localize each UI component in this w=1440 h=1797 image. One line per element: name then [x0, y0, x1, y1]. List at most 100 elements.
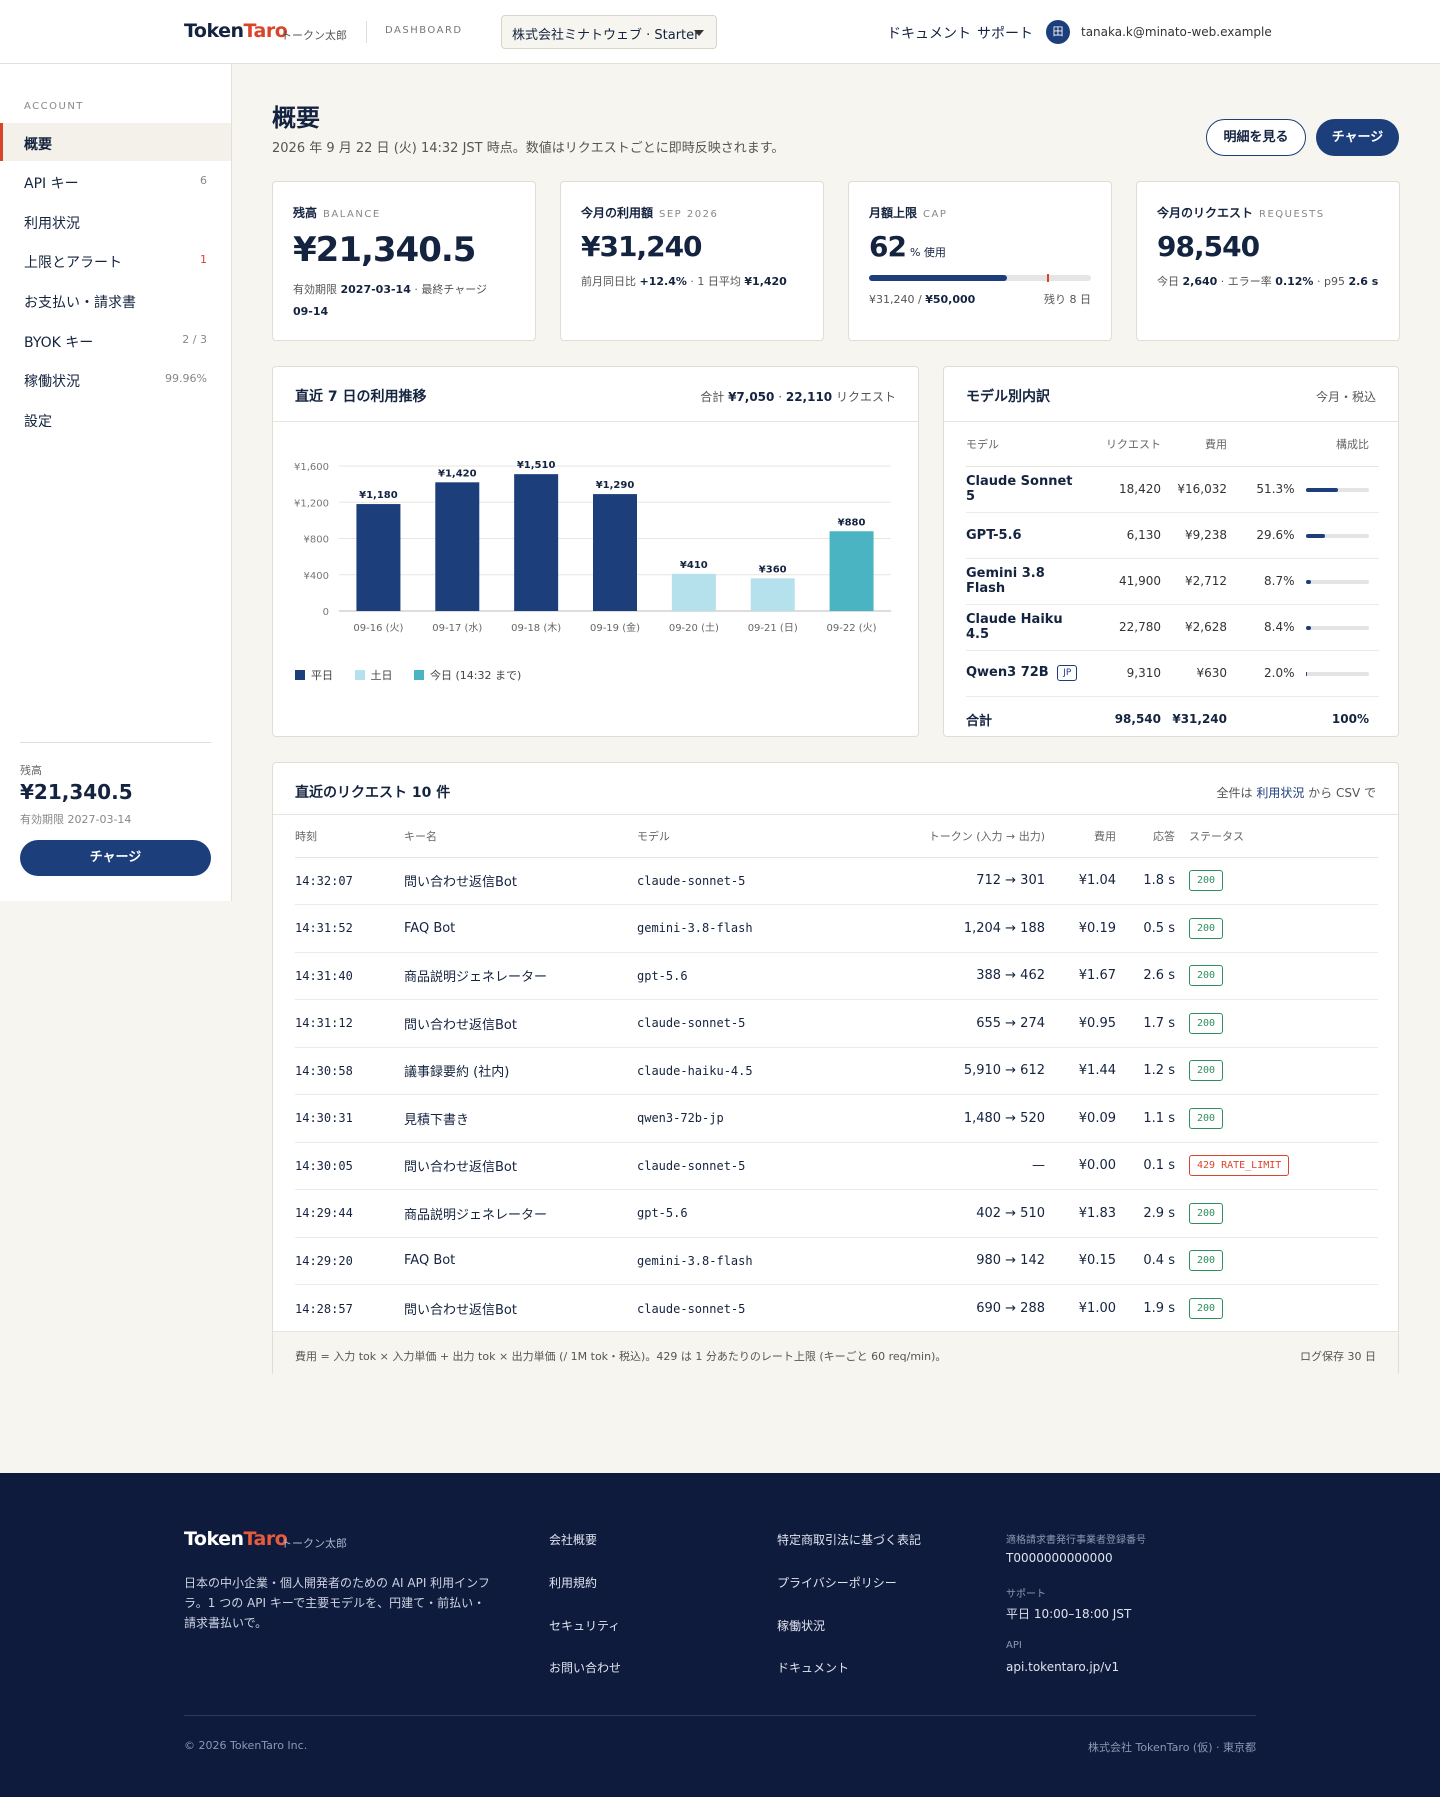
sidebar-item-billing[interactable]: お支払い・請求書 — [0, 281, 231, 319]
table-row[interactable]: 14:30:31 見積下書き qwen3-72b-jp 1,480 → 520 ¥0.0… — [295, 1094, 1378, 1143]
sidebar-item-status[interactable]: 稼働状況 99.96% — [0, 360, 231, 398]
table-row[interactable]: 14:31:40 商品説明ジェネレーター gpt-5.6 388 → 462 ¥1.67… — [295, 952, 1378, 1000]
request-latency: 1.8 s — [1116, 857, 1175, 905]
balance-value: ¥21,340.5 — [293, 230, 476, 270]
api-endpoint: api.tokentaro.jp/v1 — [1006, 1660, 1120, 1674]
table-row[interactable]: 14:31:12 問い合わせ返信Bot claude-sonnet-5 655 → 2… — [295, 999, 1378, 1048]
x-tick-label: 09-18 (木) — [511, 622, 561, 634]
model-requests: 18,420 — [1086, 466, 1161, 513]
top-header: TokenTaro トークン太郎 DASHBOARD 株式会社ミナトウェブ · … — [0, 0, 1440, 64]
x-tick-label: 09-22 (火) — [827, 622, 877, 634]
request-key: 商品説明ジェネレーター — [404, 1189, 637, 1238]
footer-link-privacy[interactable]: プライバシーポリシー — [777, 1576, 897, 1590]
table-row[interactable]: 14:30:58 議事録要約 (社内) claude-haiku-4.5 5,910 … — [295, 1047, 1378, 1095]
support-link[interactable]: サポート — [977, 26, 1033, 42]
usage-trend-title: 直近 7 日の利用推移 — [295, 389, 427, 405]
request-model: gpt-5.6 — [637, 1189, 887, 1238]
status-badge: 429 RATE_LIMIT — [1189, 1155, 1290, 1177]
status-badge: 200 — [1189, 1060, 1224, 1082]
bar-value-label: ¥410 — [680, 560, 708, 571]
request-key: 商品説明ジェネレーター — [404, 952, 637, 1000]
sidebar-charge-button[interactable]: チャージ — [20, 840, 211, 876]
header-divider — [366, 21, 367, 43]
sidebar-item-count: 2 / 3 — [182, 333, 207, 346]
request-tokens: 1,480 → 520 — [887, 1094, 1045, 1143]
table-row[interactable]: 14:32:07 問い合わせ返信Bot claude-sonnet-5 712 → 3… — [295, 857, 1378, 905]
monthly-usage-value: ¥31,240 — [581, 230, 703, 263]
request-cost: ¥1.67 — [1045, 952, 1116, 1000]
table-row[interactable]: 14:30:05 問い合わせ返信Bot claude-sonnet-5— ¥0.00 0… — [295, 1142, 1378, 1190]
monthly-usage-label: 今月の利用額 SEP 2026 — [581, 206, 719, 220]
footer-link-docs[interactable]: ドキュメント — [777, 1661, 850, 1675]
request-cost: ¥0.95 — [1045, 999, 1116, 1048]
model-name: Qwen3 72B JP — [966, 650, 1086, 697]
bar — [356, 504, 401, 611]
table-row[interactable]: Qwen3 72B JP 9,310 ¥630 2.0% — [966, 650, 1379, 697]
cap-progress-fill — [869, 275, 1007, 281]
sidebar-item-api-keys[interactable]: API キー 6 — [0, 162, 231, 200]
footer-link-company[interactable]: 会社概要 — [549, 1533, 598, 1547]
footer-link-security[interactable]: セキュリティ — [549, 1619, 621, 1633]
sidebar-item-byok[interactable]: BYOK キー 2 / 3 — [0, 321, 231, 359]
share-bar — [1306, 671, 1369, 676]
request-model: claude-sonnet-5 — [637, 1301, 746, 1316]
bar-value-label: ¥360 — [759, 564, 787, 575]
requests-card: 今月のリクエスト REQUESTS 98,540 今日 2,640 · エラー率 … — [1136, 181, 1400, 341]
request-model: gpt-5.6 — [637, 952, 887, 1000]
model-breakdown-title: モデル別内訳 — [966, 389, 1050, 405]
request-tokens: 690 → 288 — [976, 1301, 1045, 1316]
bar — [593, 494, 637, 611]
request-key: 見積下書き — [404, 1094, 637, 1143]
request-time: 14:30:31 — [295, 1094, 404, 1143]
requests-card-label: 今月のリクエスト REQUESTS — [1157, 206, 1325, 220]
balance-note: 有効期限 2027-03-14 · 最終チャージ 09-14 — [293, 283, 488, 318]
table-row[interactable]: 14:29:44 商品説明ジェネレーター gpt-5.6 402 → 510 ¥1.83… — [295, 1189, 1378, 1238]
model-breakdown-header: モデル別内訳 今月・税込 — [944, 367, 1398, 422]
table-row[interactable]: GPT-5.6 6,130 ¥9,238 29.6% — [966, 512, 1379, 559]
avatar[interactable]: 田 — [1046, 20, 1070, 44]
view-statement-button[interactable]: 明細を見る — [1206, 119, 1306, 156]
model-breakdown-table: モデル リクエスト 費用 構成比 Claude Sonnet 5 18,420 ¥1… — [966, 423, 1379, 742]
footer-link-status[interactable]: 稼働状況 — [777, 1619, 826, 1633]
usage-link[interactable]: 利用状況 — [1256, 786, 1305, 800]
request-tokens: 655 → 274 — [887, 999, 1045, 1048]
sidebar-item-overview[interactable]: 概要 — [0, 123, 231, 161]
table-row[interactable]: Gemini 3.8 Flash 41,900 ¥2,712 8.7% — [966, 558, 1379, 605]
status-badge: 200 — [1189, 1107, 1224, 1129]
bar-value-label: ¥1,510 — [517, 460, 556, 471]
usage-trend-card: 直近 7 日の利用推移 合計 ¥7,050 · 22,110 リクエスト 0 ¥4… — [272, 366, 919, 737]
status-badge: 200 — [1189, 1012, 1224, 1034]
table-row[interactable]: Claude Haiku 4.5 22,780 ¥2,628 8.4% — [966, 604, 1379, 651]
user-email[interactable]: tanaka.k@minato-web.example — [1081, 25, 1272, 39]
request-model: gemini-3.8-flash — [637, 904, 887, 953]
sidebar-item-usage[interactable]: 利用状況 — [0, 202, 231, 240]
footer-link-contact[interactable]: お問い合わせ — [549, 1661, 622, 1675]
request-key: 問い合わせ返信Bot — [404, 1303, 517, 1318]
table-row[interactable]: 14:28:57 問い合わせ返信Bot claude-sonnet-5 690 → 2… — [295, 1285, 1378, 1333]
model-cost: ¥9,238 — [1161, 512, 1227, 559]
bar-value-label: ¥1,290 — [596, 480, 635, 491]
request-key: 問い合わせ返信Bot — [404, 1142, 637, 1190]
request-model: claude-sonnet-5 — [637, 999, 887, 1048]
sidebar-heading: ACCOUNT — [24, 101, 84, 112]
docs-link[interactable]: ドキュメント — [887, 26, 971, 42]
table-row[interactable]: Claude Sonnet 5 18,420 ¥16,032 51.3% — [966, 466, 1379, 513]
sidebar-item-label: 上限とアラート — [24, 255, 122, 271]
brand-logo[interactable]: TokenTaro — [184, 20, 288, 42]
table-row[interactable]: 14:29:20 FAQ Bot gemini-3.8-flash 980 → 142… — [295, 1237, 1378, 1285]
model-requests: 6,130 — [1086, 512, 1161, 559]
table-row[interactable]: 14:31:52 FAQ Bot gemini-3.8-flash 1,204 → 1… — [295, 904, 1378, 953]
footer-link-commerce-act[interactable]: 特定商取引法に基づく表記 — [777, 1533, 922, 1547]
sidebar-item-limits[interactable]: 上限とアラート 1 — [0, 241, 231, 279]
model-requests: 9,310 — [1086, 650, 1161, 697]
csv-hint: 全件は 利用状況 から CSV で — [1216, 786, 1376, 800]
x-tick-label: 09-19 (金) — [590, 621, 640, 634]
footer-logo[interactable]: TokenTaro — [184, 1528, 288, 1550]
sidebar-item-settings[interactable]: 設定 — [0, 400, 231, 438]
request-cost: ¥1.04 — [1045, 857, 1116, 905]
charge-button[interactable]: チャージ — [1316, 119, 1399, 156]
chart-legend: 平日 土日 今日 (14:32 まで) — [295, 667, 539, 683]
footer-link-terms[interactable]: 利用規約 — [549, 1576, 598, 1590]
company-name: 株式会社 TokenTaro (仮) · 東京都 — [1087, 1741, 1256, 1754]
org-selector[interactable]: 株式会社ミナトウェブ · Starter — [501, 15, 717, 49]
